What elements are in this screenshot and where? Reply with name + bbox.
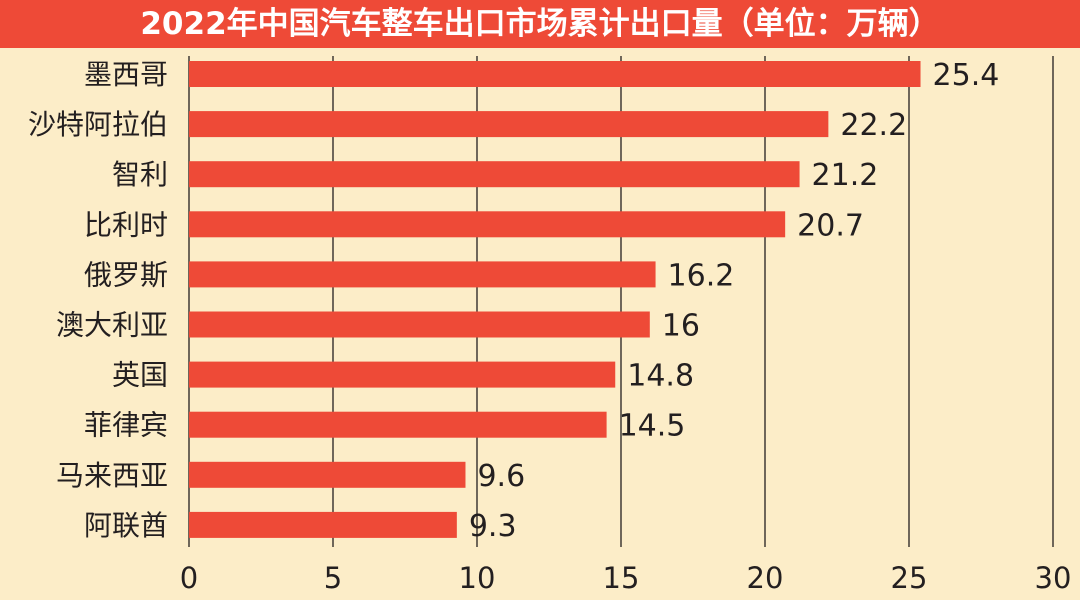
bars [189, 61, 921, 538]
bar-9 [189, 511, 457, 538]
category-label-9: 阿联酋 [84, 509, 168, 542]
bar-3 [189, 211, 786, 238]
bar-7 [189, 411, 607, 438]
category-label-6: 英国 [112, 359, 168, 392]
value-label-2: 21.2 [812, 158, 879, 193]
bar-4 [189, 261, 656, 288]
value-label-4: 16.2 [668, 258, 735, 293]
category-label-0: 墨西哥 [84, 58, 168, 91]
category-label-4: 俄罗斯 [84, 258, 168, 291]
value-label-0: 25.4 [933, 58, 1000, 93]
value-label-5: 16 [662, 309, 700, 344]
category-label-1: 沙特阿拉伯 [28, 108, 168, 141]
bar-8 [189, 461, 466, 488]
x-tick-label-1: 5 [324, 561, 342, 595]
value-label-6: 14.8 [627, 359, 694, 394]
chart-title: 2022年中国汽车整车出口市场累计出口量（单位：万辆） [0, 0, 1080, 48]
category-label-2: 智利 [112, 158, 168, 191]
category-label-7: 菲律宾 [84, 409, 168, 442]
x-tick-label-4: 20 [747, 561, 784, 595]
bar-5 [189, 311, 650, 338]
value-label-9: 9.3 [469, 509, 517, 544]
x-tick-label-0: 0 [180, 561, 198, 595]
grid-lines [188, 56, 1054, 547]
value-label-3: 20.7 [797, 208, 864, 243]
category-label-5: 澳大利亚 [56, 309, 168, 342]
x-axis-ticks: 0 5 10 15 20 25 30 [180, 561, 1072, 595]
x-tick-label-2: 10 [459, 561, 496, 595]
category-label-3: 比利时 [84, 208, 168, 241]
bar-1 [189, 111, 829, 138]
x-tick-label-5: 25 [891, 561, 928, 595]
x-tick-label-6: 30 [1035, 561, 1072, 595]
x-tick-label-3: 15 [603, 561, 640, 595]
value-label-8: 9.6 [477, 459, 525, 494]
bar-0 [189, 61, 921, 87]
value-label-7: 14.5 [619, 409, 686, 444]
bar-2 [189, 161, 800, 188]
category-label-8: 马来西亚 [56, 459, 168, 492]
value-labels: 25.4 22.2 21.2 20.7 16.2 16 14.8 14.5 9.6 9.3 [469, 58, 999, 544]
value-label-1: 22.2 [840, 108, 907, 143]
bar-6 [189, 361, 616, 388]
